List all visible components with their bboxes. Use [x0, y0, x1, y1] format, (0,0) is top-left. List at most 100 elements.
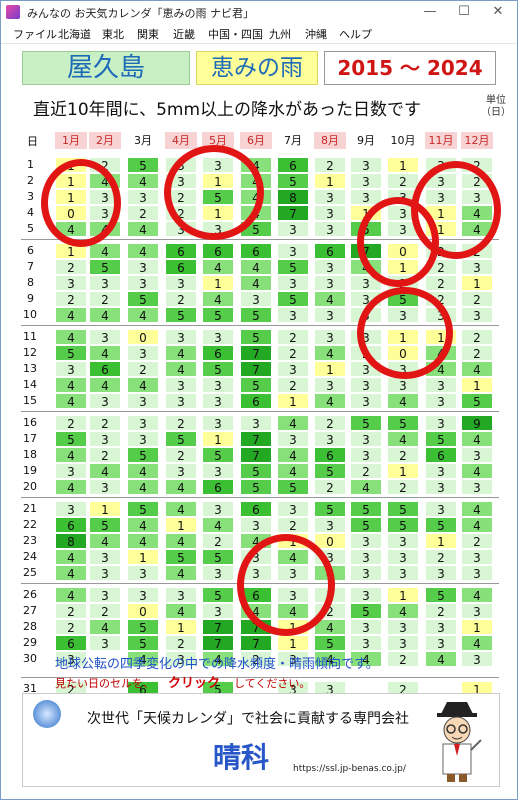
calendar-cell[interactable]: 4: [127, 243, 159, 259]
calendar-cell[interactable]: 6: [240, 243, 272, 259]
calendar-cell[interactable]: 3: [89, 329, 121, 345]
calendar-cell[interactable]: 5: [461, 393, 493, 409]
calendar-cell[interactable]: 4: [314, 393, 346, 409]
calendar-cell[interactable]: 1: [314, 361, 346, 377]
calendar-cell[interactable]: 3: [461, 565, 493, 581]
calendar-cell[interactable]: 5: [314, 501, 346, 517]
calendar-cell[interactable]: 3: [314, 517, 346, 533]
calendar-cell[interactable]: 3: [240, 415, 272, 431]
calendar-cell[interactable]: 2: [314, 157, 346, 173]
calendar-cell[interactable]: 1: [461, 275, 493, 291]
calendar-cell[interactable]: 4: [55, 329, 87, 345]
calendar-cell[interactable]: 2: [55, 619, 87, 635]
calendar-cell[interactable]: 3: [127, 189, 159, 205]
calendar-cell[interactable]: 4: [202, 517, 234, 533]
ad-url[interactable]: https://ssl.jp-benas.co.jp/: [293, 764, 406, 774]
calendar-cell[interactable]: 7: [277, 205, 309, 221]
calendar-cell[interactable]: 4: [387, 603, 419, 619]
calendar-cell[interactable]: 6: [202, 243, 234, 259]
calendar-cell[interactable]: 4: [127, 479, 159, 495]
calendar-cell[interactable]: 4: [202, 291, 234, 307]
calendar-cell[interactable]: 5: [89, 517, 121, 533]
calendar-cell[interactable]: 4: [461, 517, 493, 533]
calendar-cell[interactable]: 4: [425, 651, 457, 667]
calendar-cell[interactable]: 5: [425, 517, 457, 533]
calendar-cell[interactable]: 7: [240, 361, 272, 377]
calendar-cell[interactable]: 3: [461, 549, 493, 565]
calendar-cell[interactable]: 4: [89, 345, 121, 361]
calendar-cell[interactable]: 5: [202, 307, 234, 323]
calendar-cell[interactable]: 3: [387, 619, 419, 635]
calendar-cell[interactable]: 0: [314, 533, 346, 549]
calendar-cell[interactable]: 5: [350, 517, 382, 533]
calendar-cell[interactable]: 2: [55, 259, 87, 275]
calendar-cell[interactable]: 3: [127, 587, 159, 603]
calendar-cell[interactable]: 3: [89, 565, 121, 581]
calendar-cell[interactable]: 5: [127, 291, 159, 307]
calendar-cell[interactable]: 1: [202, 275, 234, 291]
calendar-cell[interactable]: 5: [202, 549, 234, 565]
calendar-cell[interactable]: 3: [350, 377, 382, 393]
calendar-cell[interactable]: 3: [202, 377, 234, 393]
calendar-cell[interactable]: 3: [277, 221, 309, 237]
calendar-cell[interactable]: 0: [127, 603, 159, 619]
calendar-cell[interactable]: 2: [55, 603, 87, 619]
calendar-cell[interactable]: 3: [89, 587, 121, 603]
calendar-cell[interactable]: 3: [350, 619, 382, 635]
calendar-cell[interactable]: 5: [425, 431, 457, 447]
calendar-cell[interactable]: 3: [89, 635, 121, 651]
calendar-cell[interactable]: 5: [55, 431, 87, 447]
calendar-cell[interactable]: 2: [55, 415, 87, 431]
calendar-cell[interactable]: 5: [240, 463, 272, 479]
calendar-cell[interactable]: 2: [314, 415, 346, 431]
calendar-cell[interactable]: 5: [387, 517, 419, 533]
calendar-cell[interactable]: 4: [55, 587, 87, 603]
calendar-cell[interactable]: 4: [127, 517, 159, 533]
calendar-cell[interactable]: 3: [277, 361, 309, 377]
calendar-cell[interactable]: 4: [240, 259, 272, 275]
calendar-cell[interactable]: 2: [127, 361, 159, 377]
calendar-cell[interactable]: 3: [202, 393, 234, 409]
calendar-cell[interactable]: 4: [461, 635, 493, 651]
calendar-cell[interactable]: 4: [127, 307, 159, 323]
calendar-cell[interactable]: 1: [165, 517, 197, 533]
calendar-cell[interactable]: 1: [165, 619, 197, 635]
calendar-cell[interactable]: 5: [127, 447, 159, 463]
calendar-cell[interactable]: 1: [461, 377, 493, 393]
calendar-cell[interactable]: 6: [425, 447, 457, 463]
calendar-cell[interactable]: 5: [277, 173, 309, 189]
calendar-cell[interactable]: 2: [277, 329, 309, 345]
calendar-cell[interactable]: 5: [277, 259, 309, 275]
calendar-cell[interactable]: 3: [350, 587, 382, 603]
calendar-cell[interactable]: 3: [55, 463, 87, 479]
calendar-cell[interactable]: 3: [350, 635, 382, 651]
calendar-cell[interactable]: 3: [89, 479, 121, 495]
calendar-cell[interactable]: 3: [55, 361, 87, 377]
calendar-cell[interactable]: 6: [55, 517, 87, 533]
calendar-cell[interactable]: 4: [461, 587, 493, 603]
calendar-cell[interactable]: 4: [127, 221, 159, 237]
calendar-cell[interactable]: 5: [202, 447, 234, 463]
calendar-cell[interactable]: 2: [277, 345, 309, 361]
calendar-cell[interactable]: 3: [314, 431, 346, 447]
calendar-cell[interactable]: 1: [277, 393, 309, 409]
calendar-cell[interactable]: 1: [387, 157, 419, 173]
calendar-cell[interactable]: 5: [165, 549, 197, 565]
calendar-cell[interactable]: 2: [89, 603, 121, 619]
calendar-cell[interactable]: 3: [202, 565, 234, 581]
calendar-cell[interactable]: 0: [127, 329, 159, 345]
calendar-cell[interactable]: 3: [202, 501, 234, 517]
calendar-cell[interactable]: 4: [127, 651, 159, 667]
calendar-cell[interactable]: 6: [202, 345, 234, 361]
calendar-cell[interactable]: 1: [89, 501, 121, 517]
calendar-cell[interactable]: 2: [165, 447, 197, 463]
calendar-cell[interactable]: 3: [350, 173, 382, 189]
calendar-cell[interactable]: 4: [461, 501, 493, 517]
calendar-cell[interactable]: 3: [350, 565, 382, 581]
calendar-cell[interactable]: 3: [350, 549, 382, 565]
calendar-cell[interactable]: 3: [165, 377, 197, 393]
calendar-cell[interactable]: 2: [461, 291, 493, 307]
calendar-cell[interactable]: 4: [277, 447, 309, 463]
calendar-cell[interactable]: 4: [89, 307, 121, 323]
ad-banner[interactable]: 次世代「天候カレンダ」で社会に貢献する専門会社 晴科 https://ssl.j…: [22, 693, 500, 787]
